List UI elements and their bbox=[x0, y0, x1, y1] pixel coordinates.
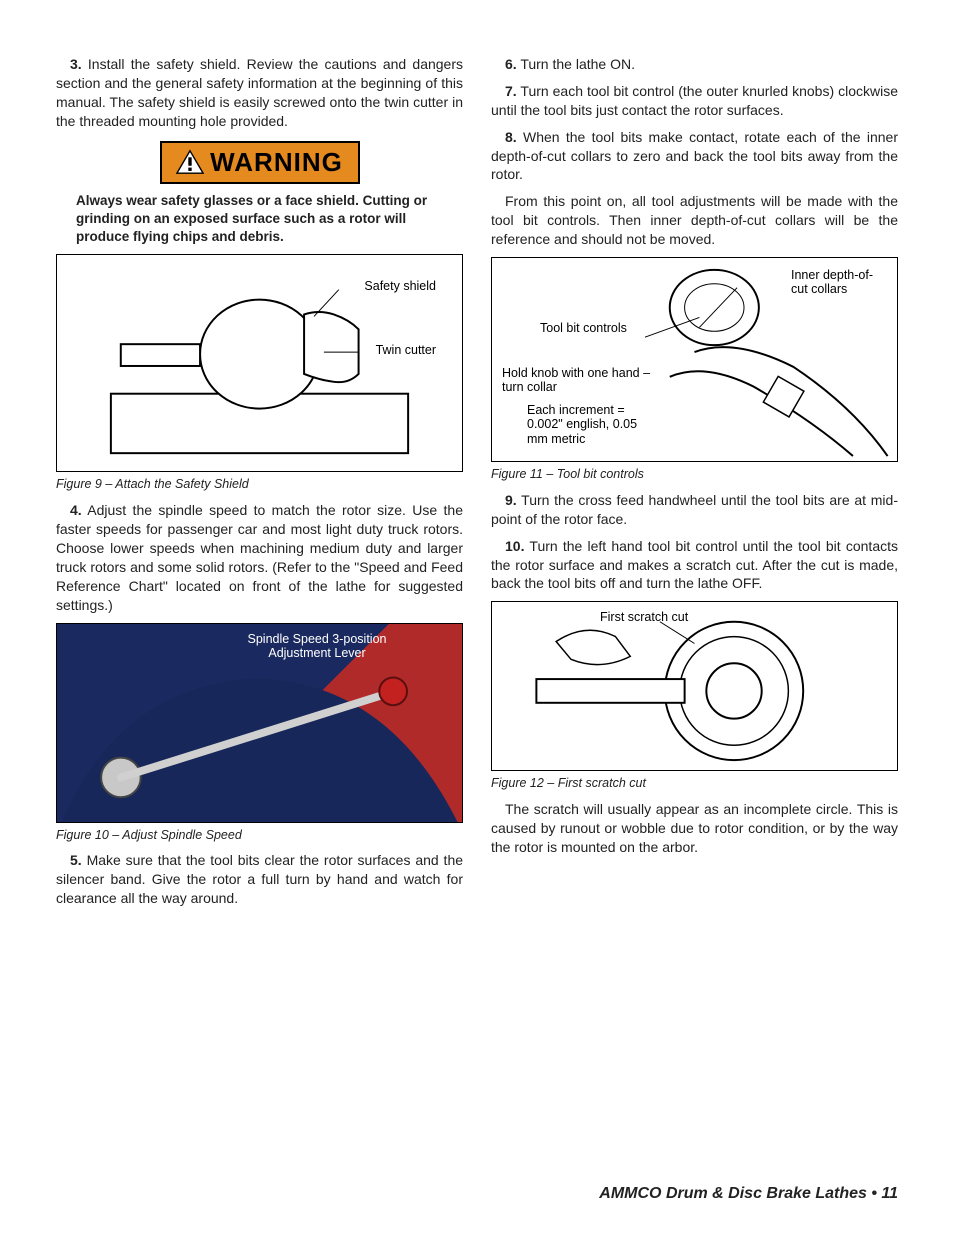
warning-triangle-icon bbox=[176, 149, 204, 175]
callout-first-scratch: First scratch cut bbox=[600, 610, 688, 624]
left-column: 3. Install the safety shield. Review the… bbox=[56, 55, 463, 916]
step-num: 9. bbox=[505, 492, 517, 508]
callout-twin-cutter: Twin cutter bbox=[376, 343, 436, 357]
step-text: Turn the cross feed handwheel until the … bbox=[491, 492, 898, 527]
figure-12-caption: Figure 12 – First scratch cut bbox=[491, 775, 898, 792]
warning-label: WARNING bbox=[210, 145, 343, 180]
step-num: 4. bbox=[70, 502, 82, 518]
figure-9-caption: Figure 9 – Attach the Safety Shield bbox=[56, 476, 463, 493]
callout-spindle-lever: Spindle Speed 3-position Adjustment Leve… bbox=[237, 632, 397, 661]
figure-12: First scratch cut bbox=[491, 601, 898, 771]
step-text: Turn each tool bit control (the outer kn… bbox=[491, 83, 898, 118]
para-8b: From this point on, all tool adjustments… bbox=[491, 192, 898, 249]
right-column: 6. Turn the lathe ON. 7. Turn each tool … bbox=[491, 55, 898, 916]
step-3: 3. Install the safety shield. Review the… bbox=[56, 55, 463, 131]
step-num: 5. bbox=[70, 852, 82, 868]
callout-hold-knob: Hold knob with one hand – turn collar bbox=[502, 366, 652, 395]
columns: 3. Install the safety shield. Review the… bbox=[56, 55, 898, 916]
step-text: Make sure that the tool bits clear the r… bbox=[56, 852, 463, 906]
step-text: Turn the left hand tool bit control unti… bbox=[491, 538, 898, 592]
step-num: 6. bbox=[505, 56, 517, 72]
step-7: 7. Turn each tool bit control (the outer… bbox=[491, 82, 898, 120]
callout-safety-shield: Safety shield bbox=[364, 279, 436, 293]
figure-9: Safety shield Twin cutter bbox=[56, 254, 463, 472]
step-5: 5. Make sure that the tool bits clear th… bbox=[56, 851, 463, 908]
step-num: 10. bbox=[505, 538, 524, 554]
page-footer: AMMCO Drum & Disc Brake Lathes • 11 bbox=[599, 1183, 898, 1205]
figure-10-caption: Figure 10 – Adjust Spindle Speed bbox=[56, 827, 463, 844]
step-num: 3. bbox=[70, 56, 82, 72]
para-end: The scratch will usually appear as an in… bbox=[491, 800, 898, 857]
step-text: Adjust the spindle speed to match the ro… bbox=[56, 502, 463, 612]
figure-10: Spindle Speed 3-position Adjustment Leve… bbox=[56, 623, 463, 823]
step-num: 8. bbox=[505, 129, 517, 145]
step-6: 6. Turn the lathe ON. bbox=[491, 55, 898, 74]
figure-11: Inner depth-of-cut collars Tool bit cont… bbox=[491, 257, 898, 462]
callout-increment: Each increment = 0.002" english, 0.05 mm… bbox=[527, 403, 647, 446]
step-4: 4. Adjust the spindle speed to match the… bbox=[56, 501, 463, 614]
figure-12-svg bbox=[492, 602, 897, 770]
step-8: 8. When the tool bits make contact, rota… bbox=[491, 128, 898, 185]
callout-tool-bit-controls: Tool bit controls bbox=[540, 321, 627, 335]
callout-inner-collars: Inner depth-of-cut collars bbox=[791, 268, 887, 297]
step-text: Turn the lathe ON. bbox=[520, 56, 635, 72]
warning-badge: WARNING bbox=[160, 141, 360, 184]
step-10: 10. Turn the left hand tool bit control … bbox=[491, 537, 898, 594]
figure-11-caption: Figure 11 – Tool bit controls bbox=[491, 466, 898, 483]
step-num: 7. bbox=[505, 83, 517, 99]
step-9: 9. Turn the cross feed handwheel until t… bbox=[491, 491, 898, 529]
step-text: When the tool bits make contact, rotate … bbox=[491, 129, 898, 183]
step-text: Install the safety shield. Review the ca… bbox=[56, 56, 463, 129]
warning-text: Always wear safety glasses or a face shi… bbox=[56, 190, 463, 255]
